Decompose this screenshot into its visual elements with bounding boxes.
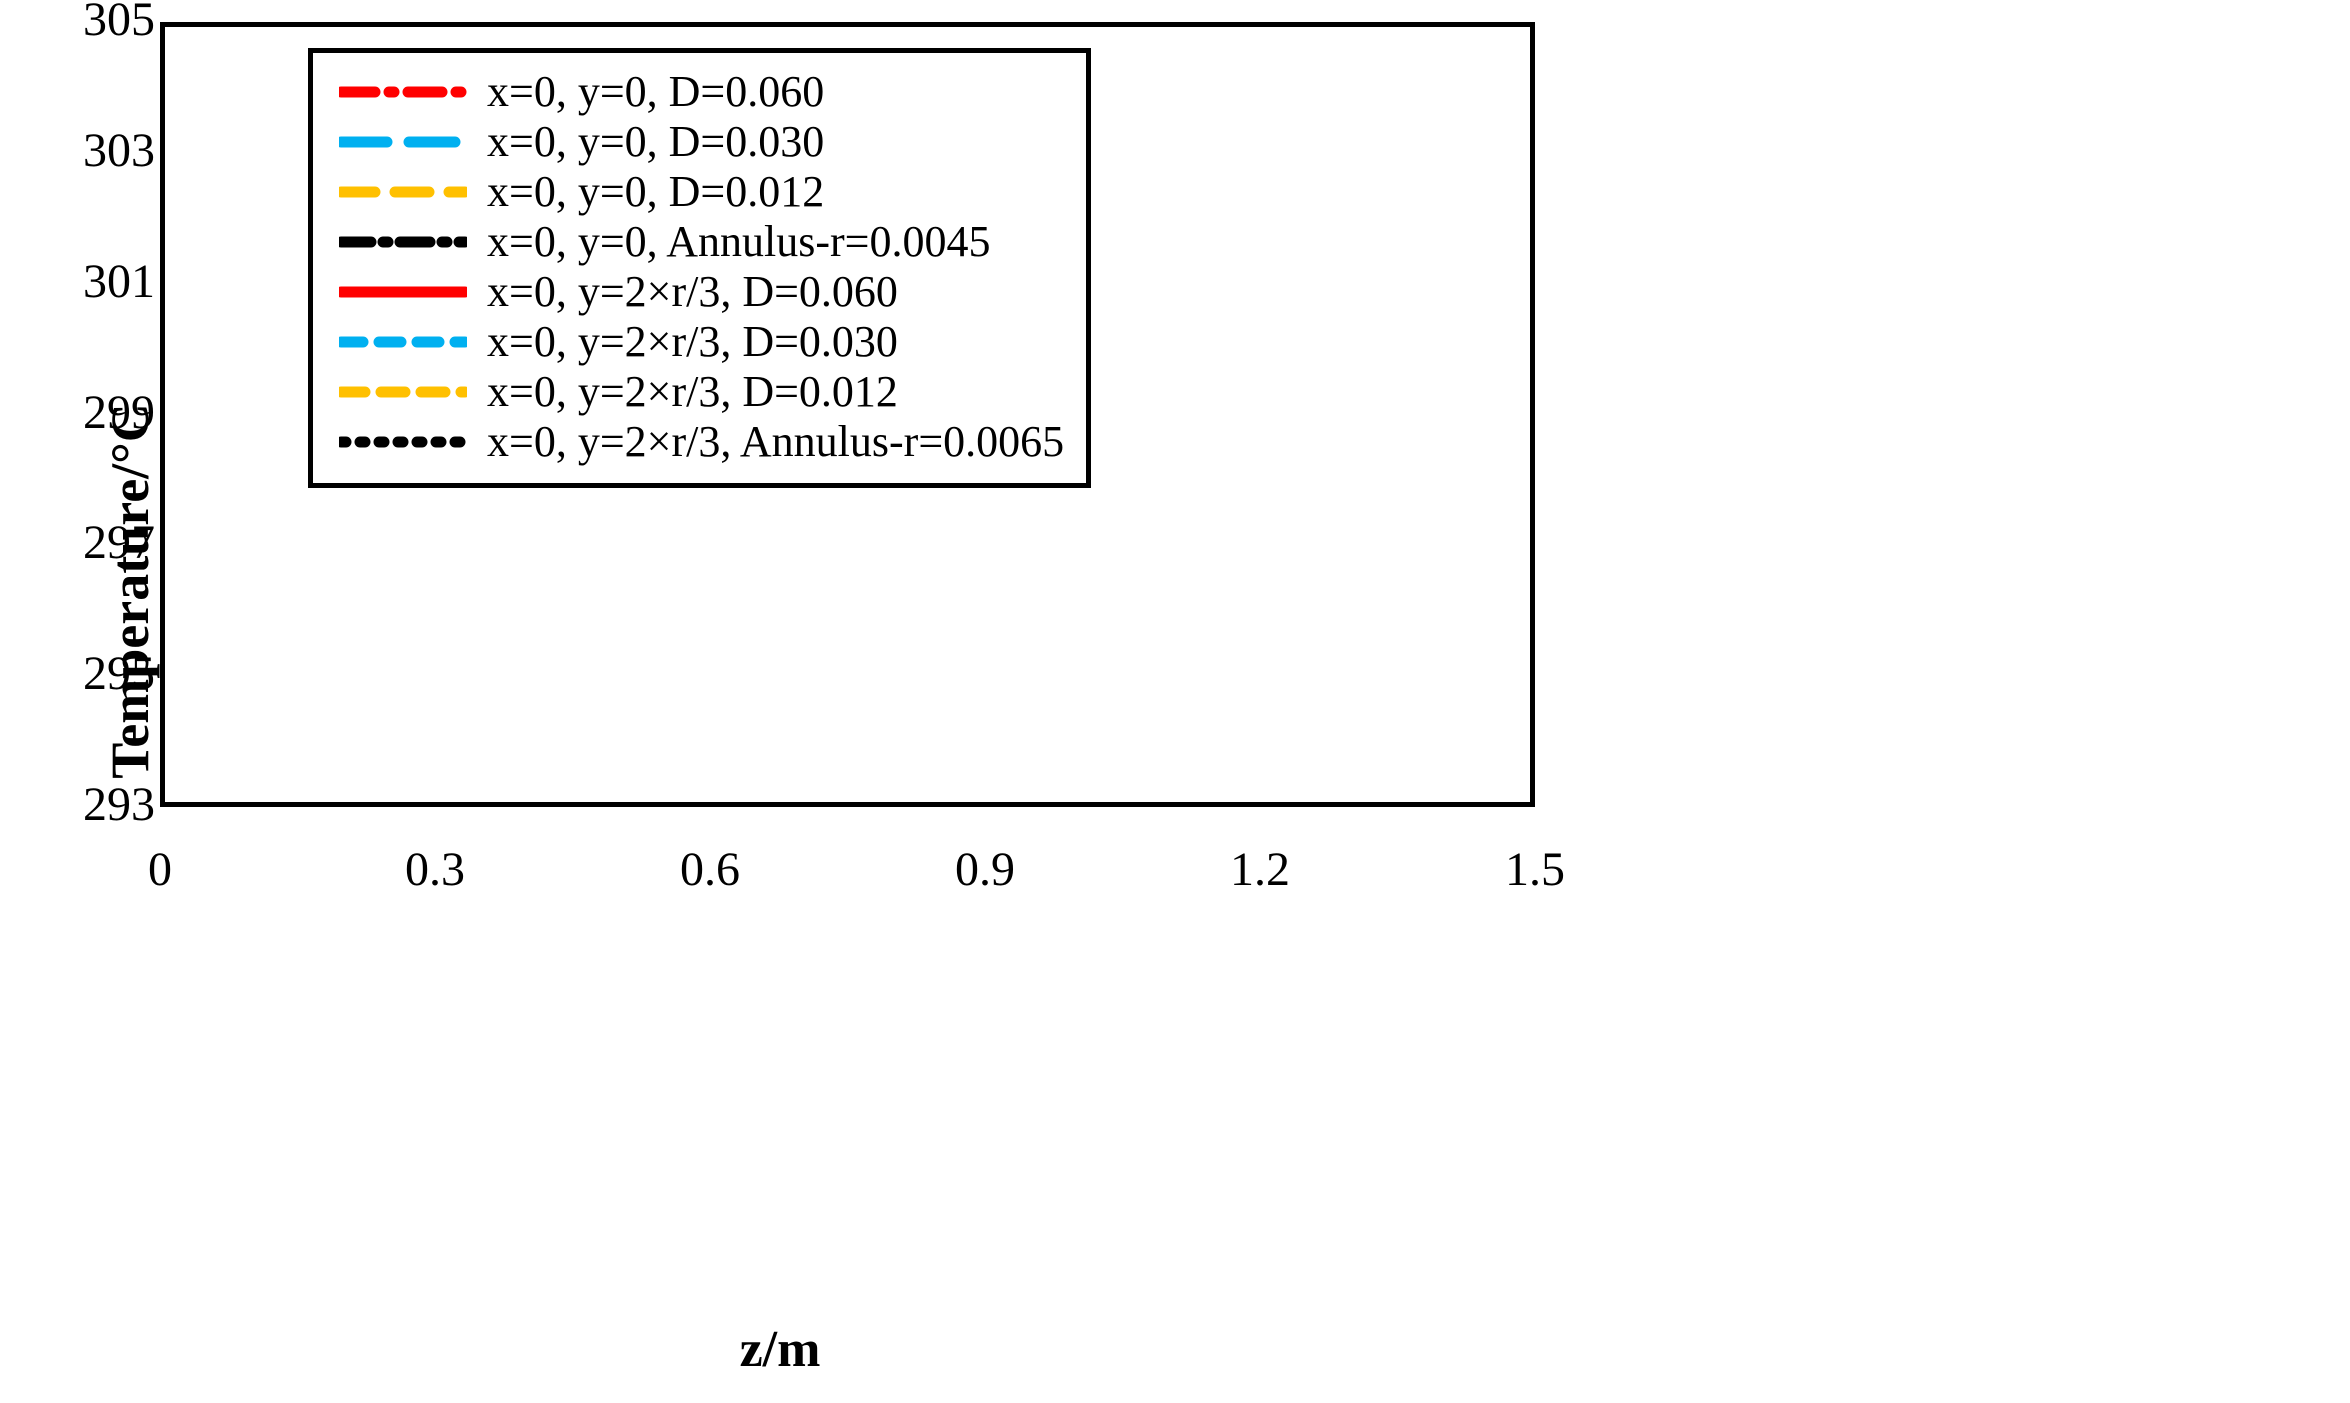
- legend-label: x=0, y=2×r/3, D=0.012: [487, 367, 898, 416]
- legend-label: x=0, y=2×r/3, Annulus-r=0.0065: [487, 417, 1065, 466]
- legend-item[interactable]: x=0, y=2×r/3, D=0.012: [335, 367, 1064, 417]
- y-tick-label: 297: [83, 516, 155, 570]
- legend-item[interactable]: x=0, y=0, D=0.060: [335, 67, 1064, 117]
- x-tick-label: 0.3: [405, 843, 465, 896]
- y-tick-label: 303: [83, 123, 155, 177]
- legend-line-sample: [335, 77, 471, 107]
- legend-item[interactable]: x=0, y=2×r/3, Annulus-r=0.0065: [335, 417, 1065, 467]
- x-tick-label: 0.9: [955, 843, 1015, 896]
- legend-line-sample: [335, 377, 471, 407]
- legend-line-sample: [335, 177, 471, 207]
- legend-item[interactable]: x=0, y=2×r/3, D=0.060: [335, 267, 1064, 317]
- legend-label: x=0, y=0, D=0.012: [487, 167, 825, 216]
- legend-item[interactable]: x=0, y=0, Annulus-r=0.0045: [335, 217, 1064, 267]
- y-tick-label: 293: [83, 778, 155, 831]
- y-tick-label: 295: [83, 647, 155, 701]
- legend-label: x=0, y=0, Annulus-r=0.0045: [487, 217, 991, 266]
- chart-legend: x=0, y=0, D=0.060 x=0, y=0, D=0.030 x=0, y…: [308, 48, 1092, 488]
- legend-label: x=0, y=0, D=0.030: [487, 117, 825, 166]
- legend-line-sample: [335, 277, 471, 307]
- x-tick-label: 0.6: [680, 843, 740, 896]
- legend-item[interactable]: x=0, y=0, D=0.012: [335, 167, 1064, 217]
- x-tick-label: 0: [148, 843, 172, 896]
- legend-label: x=0, y=0, D=0.060: [487, 67, 825, 116]
- y-tick-label: 299: [83, 385, 155, 439]
- x-tick-label: 1.2: [1230, 843, 1290, 896]
- y-tick-label: 301: [83, 254, 155, 308]
- legend-item[interactable]: x=0, y=0, D=0.030: [335, 117, 1064, 167]
- legend-line-sample: [335, 427, 471, 457]
- legend-line-sample: [335, 227, 471, 257]
- legend-line-sample: [335, 127, 471, 157]
- legend-label: x=0, y=2×r/3, D=0.060: [487, 267, 898, 316]
- y-axis-tick-labels: 293 295 297 299 301 303 305: [0, 0, 155, 1403]
- legend-label: x=0, y=2×r/3, D=0.030: [487, 317, 898, 366]
- y-tick-label: 305: [83, 0, 155, 46]
- x-tick-label: 1.5: [1505, 843, 1565, 896]
- legend-line-sample: [335, 327, 471, 357]
- x-axis-title: z/m: [739, 1321, 821, 1378]
- legend-item[interactable]: x=0, y=2×r/3, D=0.030: [335, 317, 1064, 367]
